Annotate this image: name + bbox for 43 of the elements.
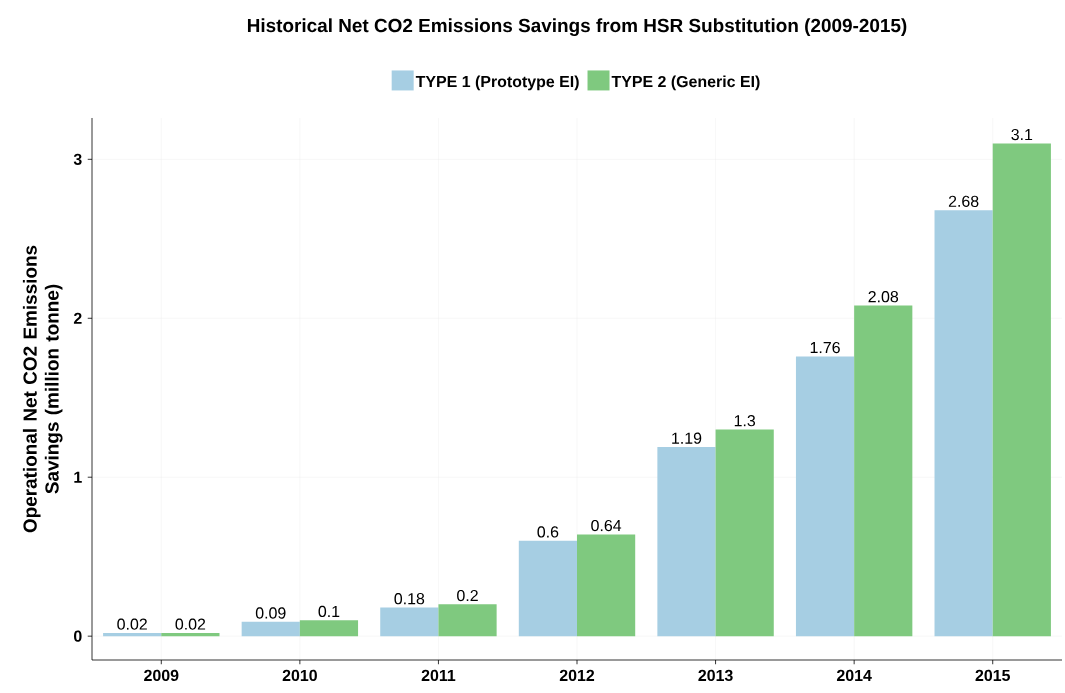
- bar: [934, 210, 993, 637]
- bar: [992, 143, 1051, 637]
- chart-title: Historical Net CO2 Emissions Savings from HSR Substitution (2009-2015): [247, 18, 907, 37]
- data-label: 0.2: [457, 589, 478, 602]
- data-label: 0.18: [394, 593, 425, 605]
- data-label: 1.19: [672, 432, 702, 444]
- legend-label: TYPE 1 (Prototype EI): [415, 75, 579, 91]
- x-tick-label: 2010: [282, 669, 317, 682]
- bar: [795, 356, 855, 637]
- y-axis-title: Operational Net CO2 Emissions Savings (million tonne): [22, 245, 63, 533]
- bar: [380, 607, 439, 637]
- data-label: 0.1: [318, 605, 340, 618]
- data-label: 1.3: [734, 415, 756, 427]
- data-label: 0.02: [117, 618, 147, 630]
- x-tick-label: 2012: [559, 669, 595, 682]
- y-tick-label: 3: [73, 153, 82, 165]
- y-tick-label: 1: [74, 471, 82, 483]
- bar: [103, 632, 162, 637]
- data-label: 0.02: [175, 618, 206, 630]
- data-label: 2.68: [948, 195, 979, 207]
- x-tick-label: 2009: [144, 669, 179, 682]
- x-tick-label: 2014: [836, 669, 872, 682]
- x-tick-label: 2011: [421, 669, 456, 682]
- bar: [854, 305, 913, 637]
- data-label: 0.6: [537, 526, 559, 538]
- bar: [657, 447, 716, 637]
- bar: [518, 540, 577, 637]
- bar: [715, 429, 774, 637]
- data-label: 3.1: [1011, 128, 1033, 141]
- bar: [241, 621, 300, 637]
- bar: [577, 534, 636, 637]
- bar: [161, 632, 220, 637]
- data-label: 0.09: [255, 607, 286, 619]
- y-tick-label: 0: [74, 630, 82, 642]
- bar: [299, 620, 359, 637]
- data-label: 2.08: [868, 291, 899, 303]
- x-tick-label: 2015: [975, 669, 1010, 682]
- data-label: 0.64: [591, 519, 622, 532]
- bar: [438, 604, 497, 637]
- y-tick-label: 2: [73, 312, 82, 324]
- x-tick-label: 2013: [698, 669, 733, 682]
- data-label: 1.76: [810, 341, 840, 354]
- legend-label: TYPE 2 (Generic EI): [611, 75, 760, 91]
